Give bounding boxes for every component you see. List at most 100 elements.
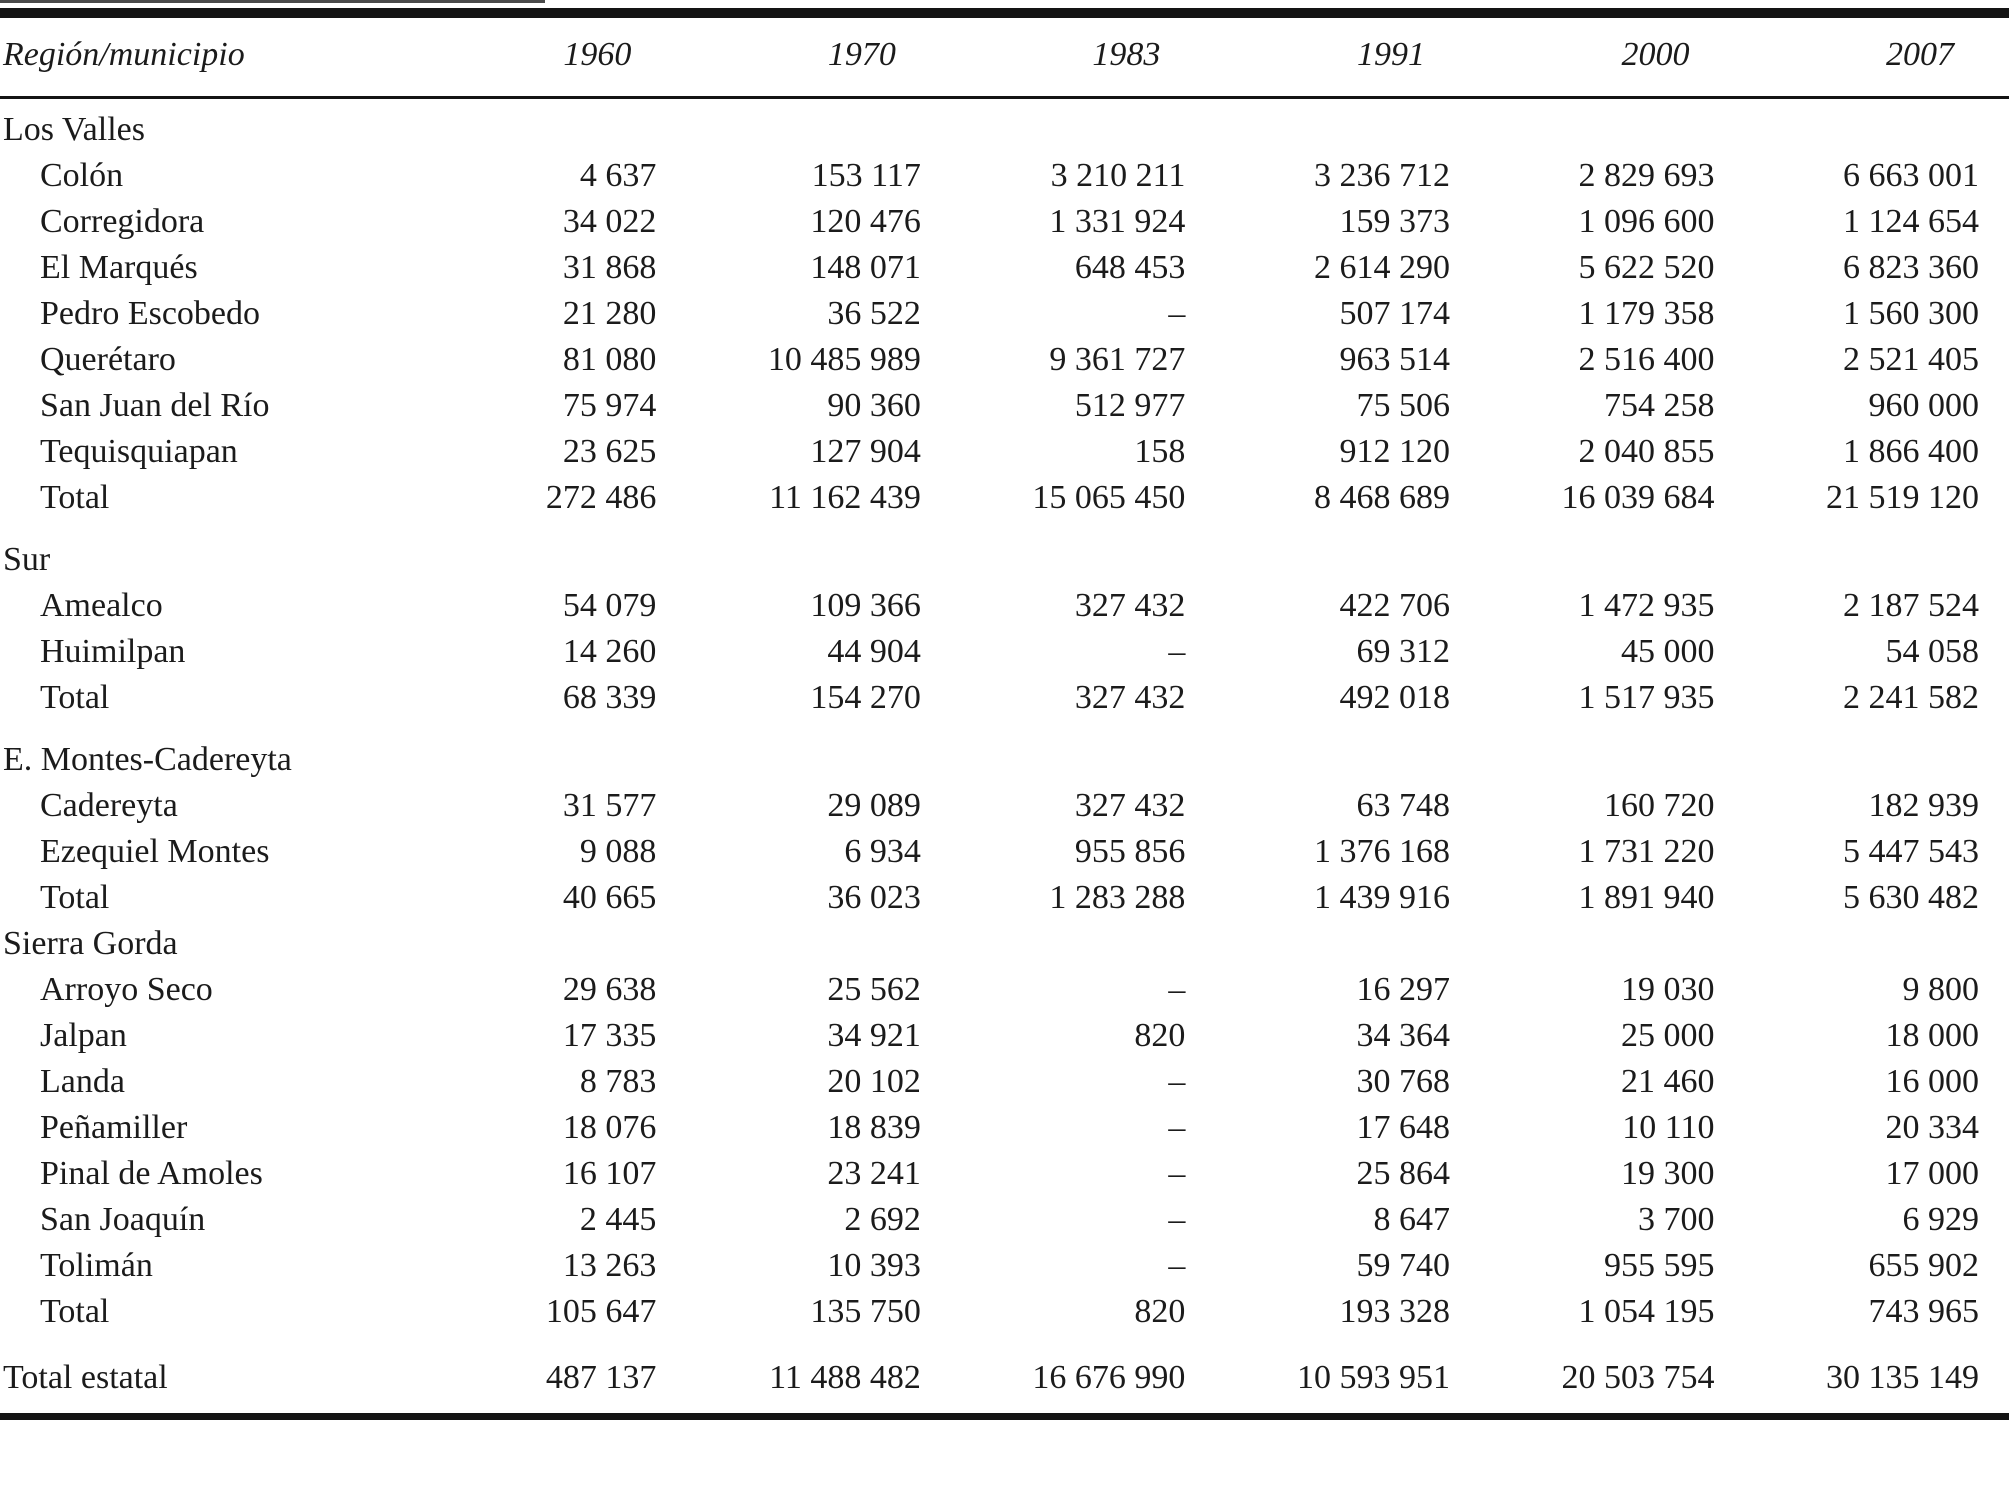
value-cell bbox=[422, 521, 687, 583]
value-cell bbox=[951, 721, 1216, 783]
value-cell bbox=[1215, 721, 1480, 783]
value-cell: 955 856 bbox=[1074, 833, 1186, 870]
value-cell: 3 700 bbox=[1637, 1201, 1715, 1238]
municipio-row: Jalpan 17 335 34 921 820 34 364 25 000 18 000 bbox=[0, 1013, 2009, 1059]
value-cell: 422 706 bbox=[1339, 587, 1450, 624]
value-cell: 1 517 935 bbox=[1578, 679, 1715, 716]
value-cell: 23 625 bbox=[562, 433, 657, 470]
value-cell: 75 506 bbox=[1356, 387, 1450, 424]
region-total-row: Total 272 486 11 162 439 15 065 450 8 468 68… bbox=[0, 475, 2009, 521]
value-cell: 54 079 bbox=[562, 587, 657, 624]
value-cell: 31 868 bbox=[562, 249, 657, 286]
header-year: 1983 bbox=[950, 13, 1216, 99]
value-cell: 820 bbox=[1134, 1293, 1186, 1330]
value-cell: 327 432 bbox=[1074, 787, 1186, 824]
value-cell: – bbox=[1168, 1109, 1186, 1146]
row-label: Corregidora bbox=[40, 203, 205, 240]
value-cell: 69 312 bbox=[1356, 633, 1450, 670]
value-cell: 34 022 bbox=[562, 203, 657, 240]
value-cell: 25 562 bbox=[827, 971, 921, 1008]
value-cell: 5 447 543 bbox=[1843, 833, 1979, 870]
value-cell: – bbox=[1168, 633, 1186, 670]
value-cell: 507 174 bbox=[1339, 295, 1450, 332]
value-cell bbox=[1480, 721, 1745, 783]
row-label: E. Montes-Cadereyta bbox=[3, 741, 292, 778]
value-cell: 36 522 bbox=[827, 295, 921, 332]
value-cell: 36 023 bbox=[827, 879, 921, 916]
municipio-row: Pinal de Amoles 16 107 23 241 – 25 864 19 300… bbox=[0, 1151, 2009, 1197]
value-cell: 8 468 689 bbox=[1313, 479, 1450, 516]
municipio-row: San Joaquín 2 445 2 692 – 8 647 3 700 6 929 bbox=[0, 1197, 2009, 1243]
value-cell bbox=[951, 521, 1216, 583]
value-cell: 2 516 400 bbox=[1578, 341, 1715, 378]
value-cell: – bbox=[1168, 1201, 1186, 1238]
municipio-row: Landa 8 783 20 102 – 30 768 21 460 16 000 bbox=[0, 1059, 2009, 1105]
row-label: Total bbox=[40, 879, 110, 916]
value-cell: 2 187 524 bbox=[1843, 587, 1979, 624]
value-cell: 10 485 989 bbox=[767, 341, 921, 378]
value-cell bbox=[686, 521, 951, 583]
value-cell: 21 460 bbox=[1620, 1063, 1715, 1100]
table-body: Los Valles Colón 4 637 153 117 3 210 211 3 23… bbox=[0, 98, 2009, 1417]
value-cell: 16 000 bbox=[1885, 1063, 1980, 1100]
region-total-row: Total 68 339 154 270 327 432 492 018 1 517 93… bbox=[0, 675, 2009, 721]
value-cell: 15 065 450 bbox=[1032, 479, 1186, 516]
row-label: Pedro Escobedo bbox=[40, 295, 261, 332]
row-label: Total bbox=[40, 679, 110, 716]
value-cell: 13 263 bbox=[562, 1247, 657, 1284]
value-cell: 17 648 bbox=[1356, 1109, 1450, 1146]
municipio-row: Querétaro 81 080 10 485 989 9 361 727 963 51… bbox=[0, 337, 2009, 383]
value-cell bbox=[1215, 98, 1480, 154]
value-cell: 159 373 bbox=[1339, 203, 1450, 240]
value-cell: 4 637 bbox=[579, 157, 657, 194]
value-cell: 29 638 bbox=[562, 971, 657, 1008]
value-cell bbox=[422, 721, 687, 783]
value-cell: 9 800 bbox=[1902, 971, 1980, 1008]
value-cell bbox=[951, 921, 1216, 967]
value-cell: 3 236 712 bbox=[1313, 157, 1450, 194]
header-year: 1991 bbox=[1215, 13, 1480, 99]
value-cell: 1 560 300 bbox=[1843, 295, 1979, 332]
value-cell: 30 135 149 bbox=[1826, 1359, 1979, 1396]
value-cell bbox=[1215, 921, 1480, 967]
value-cell: 1 124 654 bbox=[1843, 203, 1979, 240]
value-cell: 648 453 bbox=[1074, 249, 1186, 286]
value-cell: 160 720 bbox=[1603, 787, 1715, 824]
value-cell: 63 748 bbox=[1356, 787, 1450, 824]
value-cell: 912 120 bbox=[1339, 433, 1450, 470]
value-cell: 20 102 bbox=[827, 1063, 921, 1100]
region-section-row: Sur bbox=[0, 521, 2009, 583]
value-cell: 1 054 195 bbox=[1578, 1293, 1715, 1330]
header-region-municipio: Región/municipio bbox=[0, 13, 422, 99]
value-cell: 154 270 bbox=[810, 679, 921, 716]
header-year: 1970 bbox=[686, 13, 951, 99]
value-cell: 955 595 bbox=[1603, 1247, 1715, 1284]
value-cell bbox=[422, 98, 687, 154]
value-cell: 327 432 bbox=[1074, 587, 1186, 624]
row-label: Jalpan bbox=[40, 1017, 127, 1054]
value-cell: 1 331 924 bbox=[1049, 203, 1186, 240]
value-cell: 11 488 482 bbox=[769, 1359, 921, 1396]
value-cell: 153 117 bbox=[811, 157, 921, 194]
value-cell: 5 622 520 bbox=[1578, 249, 1715, 286]
row-label: El Marqués bbox=[40, 249, 198, 286]
value-cell: 1 472 935 bbox=[1578, 587, 1715, 624]
value-cell: 20 334 bbox=[1885, 1109, 1980, 1146]
value-cell: 21 280 bbox=[562, 295, 657, 332]
top-partial-rule bbox=[0, 0, 545, 3]
value-cell: 45 000 bbox=[1620, 633, 1715, 670]
value-cell: 81 080 bbox=[562, 341, 657, 378]
value-cell: 21 519 120 bbox=[1826, 479, 1979, 516]
value-cell: – bbox=[1168, 1155, 1186, 1192]
value-cell bbox=[1480, 98, 1745, 154]
municipio-row: Corregidora 34 022 120 476 1 331 924 159 373… bbox=[0, 199, 2009, 245]
header-year: 2000 bbox=[1479, 13, 1745, 99]
municipio-row: Huimilpan 14 260 44 904 – 69 312 45 000 54 058 bbox=[0, 629, 2009, 675]
value-cell: 6 823 360 bbox=[1843, 249, 1979, 286]
row-label: Los Valles bbox=[3, 111, 145, 148]
value-cell: 820 bbox=[1134, 1017, 1186, 1054]
value-cell: 5 630 482 bbox=[1843, 879, 1979, 916]
municipio-row: Tequisquiapan 23 625 127 904 158 912 120 2 04… bbox=[0, 429, 2009, 475]
value-cell: 8 647 bbox=[1373, 1201, 1450, 1238]
